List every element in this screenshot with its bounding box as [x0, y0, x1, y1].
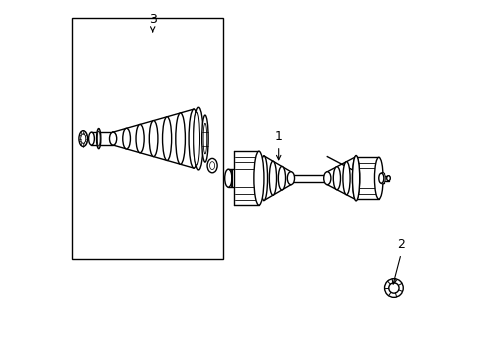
Ellipse shape — [136, 125, 144, 153]
Ellipse shape — [209, 162, 214, 170]
Ellipse shape — [201, 115, 208, 162]
Ellipse shape — [193, 112, 199, 165]
Ellipse shape — [203, 123, 206, 154]
Ellipse shape — [88, 132, 94, 145]
Ellipse shape — [287, 174, 292, 183]
Ellipse shape — [333, 167, 340, 190]
Ellipse shape — [278, 166, 285, 190]
Ellipse shape — [162, 117, 171, 161]
Ellipse shape — [380, 172, 385, 184]
Ellipse shape — [224, 169, 231, 187]
Ellipse shape — [96, 129, 101, 149]
Ellipse shape — [260, 156, 267, 201]
Text: 1: 1 — [274, 130, 282, 143]
Ellipse shape — [323, 172, 330, 185]
Ellipse shape — [352, 156, 359, 201]
Ellipse shape — [388, 283, 398, 293]
Ellipse shape — [374, 157, 382, 199]
Ellipse shape — [378, 173, 383, 183]
Ellipse shape — [206, 158, 217, 173]
Ellipse shape — [122, 128, 130, 149]
Ellipse shape — [149, 121, 158, 157]
Ellipse shape — [81, 134, 85, 143]
Bar — [72, 18, 223, 259]
Ellipse shape — [193, 107, 203, 170]
Ellipse shape — [342, 162, 349, 195]
Ellipse shape — [269, 161, 276, 195]
Ellipse shape — [384, 279, 403, 297]
Ellipse shape — [253, 151, 264, 205]
Ellipse shape — [176, 113, 185, 164]
Text: 3: 3 — [148, 13, 156, 26]
Ellipse shape — [287, 172, 294, 185]
Ellipse shape — [352, 157, 359, 200]
Ellipse shape — [386, 176, 389, 181]
Ellipse shape — [79, 131, 87, 147]
Ellipse shape — [189, 109, 199, 168]
Text: 2: 2 — [396, 238, 404, 251]
Ellipse shape — [109, 132, 117, 145]
Ellipse shape — [110, 132, 116, 145]
